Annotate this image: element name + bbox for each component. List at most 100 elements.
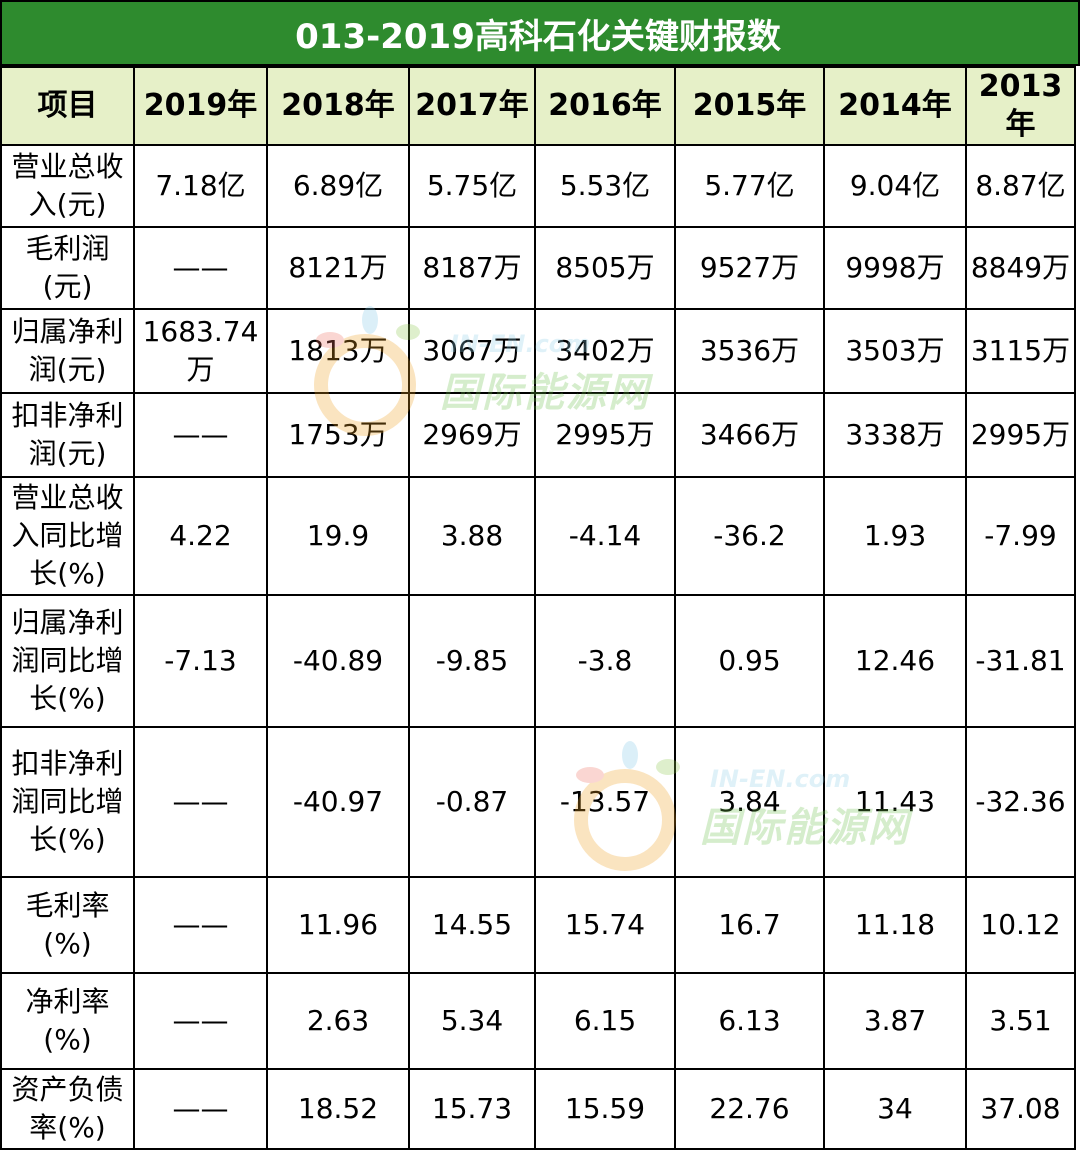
row-label: 营业总收入同比增长(%) — [0, 476, 135, 596]
header-cell-item: 项目 — [0, 66, 135, 146]
value-cell: 15.73 — [408, 1068, 536, 1150]
value-cell: 9.04亿 — [823, 144, 967, 228]
value-cell: 15.59 — [534, 1068, 676, 1150]
table-title-text: 013-2019高科石化关键财报数 — [295, 16, 781, 57]
value-cell: -40.97 — [266, 726, 410, 878]
table-row: 资产负债 率(%) —— 18.52 15.73 15.59 22.76 34 37.08 — [0, 1068, 1076, 1150]
value-cell: 8849万 — [965, 226, 1076, 310]
row-label-line: 长(%) — [29, 823, 106, 856]
table-row: 毛利润 (元) —— 8121万 8187万 8505万 9527万 9998万 8849万 — [0, 226, 1076, 310]
table-row: 归属净利 润同比增 长(%) -7.13 -40.89 -9.85 -3.8 0.95 12.4… — [0, 594, 1076, 728]
row-label-line: 扣非净利 — [11, 747, 124, 780]
value-cell: 6.89亿 — [266, 144, 410, 228]
value-cell: 5.77亿 — [674, 144, 825, 228]
row-label: 扣非净利 润(元) — [0, 392, 135, 478]
header-cell-2017: 2017年 — [408, 66, 536, 146]
row-label-line: 毛利润 — [25, 232, 110, 265]
value-cell: 14.55 — [408, 876, 536, 974]
row-label: 资产负债率(%) — [0, 1068, 135, 1150]
value-cell: -0.87 — [408, 726, 536, 878]
table-row: 营业总收 入(元) 7.18亿 6.89亿 5.75亿 5.53亿 5.77亿 9.04亿 8.… — [0, 144, 1076, 228]
value-cell: 2969万 — [408, 392, 536, 478]
value-cell: 0.95 — [674, 594, 825, 728]
row-label: 净利率 (%) — [0, 972, 135, 1070]
value-cell: 5.75亿 — [408, 144, 536, 228]
value-cell: 3.87 — [823, 972, 967, 1070]
row-label-line: 营业总收 — [11, 481, 124, 514]
row-label-line: (%) — [43, 927, 92, 960]
value-cell: 9527万 — [674, 226, 825, 310]
value-cell: -7.13 — [133, 594, 268, 728]
value-cell: 3503万 — [823, 308, 967, 394]
value-cell: 22.76 — [674, 1068, 825, 1150]
value-cell: -40.89 — [266, 594, 410, 728]
row-label-line: 长(%) — [29, 682, 106, 715]
row-label: 归属净利 润同比增 长(%) — [0, 594, 135, 728]
value-cell: 15.74 — [534, 876, 676, 974]
row-label-line: 入(元) — [28, 188, 107, 221]
value-cell: 10.12 — [965, 876, 1076, 974]
value-cell: 2995万 — [534, 392, 676, 478]
value-cell: 2.63 — [266, 972, 410, 1070]
table-row: 扣非净利 润同比增 长(%) —— -40.97 -0.87 -13.57 3.84 11.43… — [0, 726, 1076, 878]
row-label: 营业总收入(元) — [0, 144, 135, 228]
value-cell: 3338万 — [823, 392, 967, 478]
row-label-line: 资产负债 — [11, 1073, 124, 1106]
value-cell: 8121万 — [266, 226, 410, 310]
header-row: 项目 2019年 2018年 2017年 2016年 2015年 2014年 2… — [0, 66, 1076, 146]
table-row: 净利率 (%) —— 2.63 5.34 6.15 6.13 3.87 3.51 — [0, 972, 1076, 1070]
row-label-line: 润同比增 — [11, 644, 124, 677]
header-cell-2013: 2013年 — [965, 66, 1076, 146]
value-cell: 3.88 — [408, 476, 536, 596]
value-cell: 1813万 — [266, 308, 410, 394]
header-cell-2018: 2018年 — [266, 66, 410, 146]
row-label-line: 润(元) — [28, 353, 107, 386]
value-cell: -36.2 — [674, 476, 825, 596]
table-row: 毛利率 (%) —— 11.96 14.55 15.74 16.7 11.18 10.12 — [0, 876, 1076, 974]
value-cell: —— — [133, 226, 268, 310]
row-label-line: 归属净利 — [11, 315, 124, 348]
value-cell: 12.46 — [823, 594, 967, 728]
table-row: 归属净利 润(元) 1683.74万 1813万 3067万 3402万 3536万 3503… — [0, 308, 1076, 394]
value-cell: 3067万 — [408, 308, 536, 394]
value-cell: 11.96 — [266, 876, 410, 974]
row-label-line: 润同比增 — [11, 785, 124, 818]
value-cell: 3.51 — [965, 972, 1076, 1070]
value-cell: 1753万 — [266, 392, 410, 478]
value-cell: 8187万 — [408, 226, 536, 310]
value-cell: 7.18亿 — [133, 144, 268, 228]
value-cell: 2995万 — [965, 392, 1076, 478]
value-cell: 16.7 — [674, 876, 825, 974]
value-cell: 3466万 — [674, 392, 825, 478]
value-cell: —— — [133, 726, 268, 878]
value-cell: -7.99 — [965, 476, 1076, 596]
value-cell: —— — [133, 1068, 268, 1150]
row-label-line: 营业总收 — [11, 150, 124, 183]
value-cell: 18.52 — [266, 1068, 410, 1150]
value-cell: -31.81 — [965, 594, 1076, 728]
value-cell: 1683.74万 — [133, 308, 268, 394]
value-cell: 4.22 — [133, 476, 268, 596]
value-cell: —— — [133, 972, 268, 1070]
row-label: 毛利率 (%) — [0, 876, 135, 974]
row-label-line: 扣非净利 — [11, 399, 124, 432]
value-cell: -32.36 — [965, 726, 1076, 878]
value-cell: 11.43 — [823, 726, 967, 878]
table-row: 扣非净利 润(元) —— 1753万 2969万 2995万 3466万 3338万 2995万 — [0, 392, 1076, 478]
value-cell: 8505万 — [534, 226, 676, 310]
value-cell: 8.87亿 — [965, 144, 1076, 228]
value-cell: 11.18 — [823, 876, 967, 974]
header-cell-2016: 2016年 — [534, 66, 676, 146]
value-cell: -13.57 — [534, 726, 676, 878]
row-label-line: 入同比增 — [11, 519, 124, 552]
row-label-line: 净利率 — [25, 985, 110, 1018]
value-cell: 3402万 — [534, 308, 676, 394]
row-label-line: 率(%) — [29, 1111, 106, 1144]
value-cell: 5.34 — [408, 972, 536, 1070]
row-label-line: 长(%) — [29, 557, 106, 590]
value-cell: —— — [133, 876, 268, 974]
header-cell-2014: 2014年 — [823, 66, 967, 146]
row-label: 扣非净利润同比增长(%) — [0, 726, 135, 878]
row-label-line: (%) — [43, 1023, 92, 1056]
header-cell-2019: 2019年 — [133, 66, 268, 146]
